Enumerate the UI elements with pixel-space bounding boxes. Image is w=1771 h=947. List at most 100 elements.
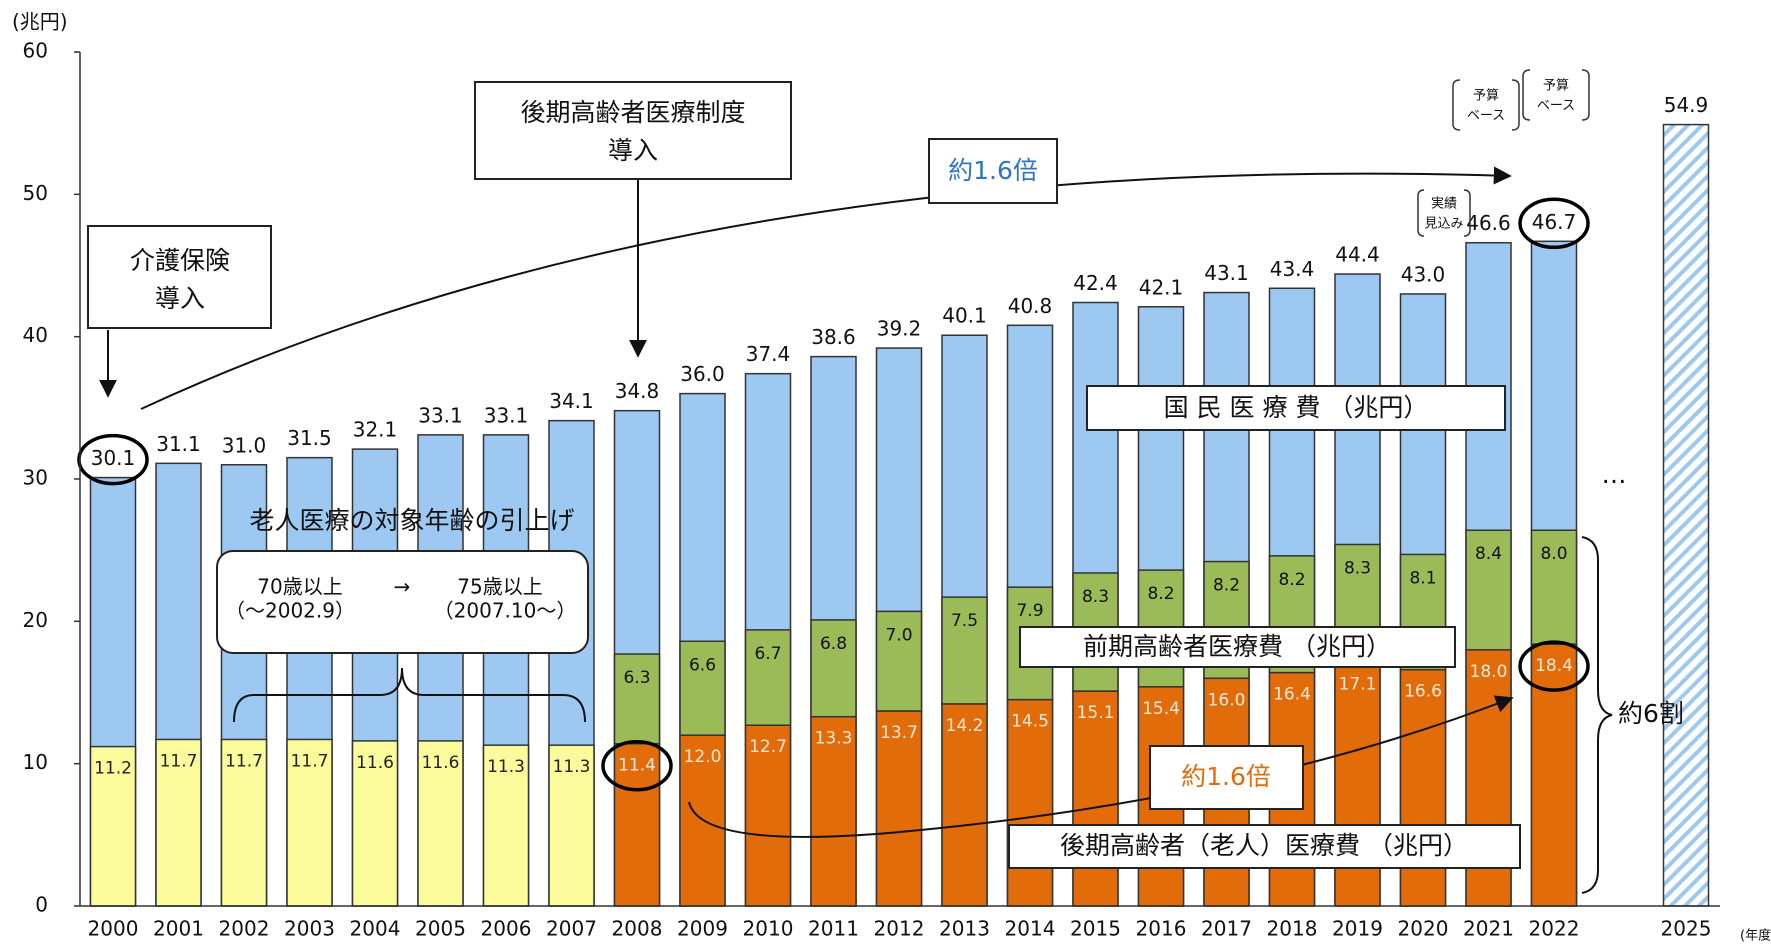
- y-tick-label: 50: [23, 181, 48, 205]
- value-label: 34.1: [549, 389, 594, 413]
- x-tick-label: 2014: [1005, 917, 1056, 941]
- x-tick-label: 2005: [415, 917, 466, 941]
- x-unit: (年度): [1740, 928, 1771, 944]
- series-labels: 国 民 医 療 費 （兆円） 前期高齢者医療費 （兆円） 後期高齢者（老人）医療…: [1008, 385, 1521, 869]
- bar-early-elderly: [679, 640, 726, 736]
- value-label: 11.3: [487, 757, 525, 777]
- value-label: 33.1: [418, 403, 463, 427]
- y-tick-label: 60: [23, 39, 48, 63]
- x-tick-label: 2016: [1136, 917, 1187, 941]
- bar-elderly: [417, 740, 464, 907]
- bar-early-elderly: [744, 629, 792, 726]
- bar-elderly: [1072, 690, 1119, 907]
- value-label: 17.1: [1339, 675, 1377, 695]
- x-tick-label: 2022: [1529, 917, 1580, 941]
- bar-elderly: [351, 740, 399, 907]
- plot-area: 0 10 20 30 40 50 60 2000 30.1 11.2 2001 31.1 11.7 200…: [23, 39, 1720, 941]
- x-tick-label: 2008: [612, 917, 663, 941]
- bracket: [1522, 69, 1590, 121]
- bar-early-elderly: [1530, 529, 1578, 645]
- value-label: 8.4: [1475, 544, 1502, 564]
- bar-elderly: [941, 703, 988, 907]
- x-tick-label: 2015: [1070, 917, 1121, 941]
- x-tick-label: 2013: [939, 917, 990, 941]
- x-tick-label: 2019: [1332, 917, 1383, 941]
- growth-arrow: [688, 695, 1514, 838]
- x-tick-label: 2011: [808, 917, 859, 941]
- y-unit: (兆円): [12, 10, 68, 34]
- value-label: 12.0: [684, 747, 722, 767]
- value-label: 16.0: [1208, 690, 1246, 710]
- ratio-text: 約1.6倍: [948, 156, 1038, 185]
- bar-early-elderly: [1465, 529, 1512, 651]
- value-label: 44.4: [1335, 243, 1380, 267]
- x-tick-label: 2017: [1201, 917, 1252, 941]
- note-text: ベース: [1467, 109, 1505, 124]
- value-label: 15.4: [1142, 699, 1180, 719]
- value-label: 16.6: [1404, 682, 1442, 702]
- bar-elderly: [220, 738, 268, 907]
- value-label: 7.0: [885, 625, 912, 645]
- bar-total: [1662, 123, 1710, 907]
- legend-label: 後期高齢者（老人）医療費 （兆円）: [1060, 831, 1468, 860]
- bar-elderly: [548, 744, 595, 907]
- bar-early-elderly: [810, 619, 857, 718]
- value-label: 8.1: [1409, 568, 1436, 588]
- x-tick-label: 2001: [153, 917, 204, 941]
- value-label: 38.6: [811, 325, 856, 349]
- y-tick-label: 20: [23, 608, 48, 632]
- bar-elderly: [482, 744, 530, 907]
- bar-elderly: [1334, 661, 1381, 907]
- annotations: (兆円) (年度) 介護保険 導入 後期高齢者医療制度 導入 約1.6倍 約1.…: [12, 10, 1771, 944]
- bracket: [1417, 189, 1471, 237]
- note-text: 後期高齢者医療制度: [520, 98, 745, 127]
- note-box: [87, 225, 272, 329]
- bar-early-elderly: [613, 653, 661, 745]
- x-tick-label: 2004: [350, 917, 401, 941]
- bar-elderly: [1530, 643, 1578, 907]
- x-tick-label: 2009: [677, 917, 728, 941]
- note-text: →: [394, 575, 411, 599]
- growth-arrow: [140, 166, 1512, 410]
- value-label: 13.3: [815, 729, 853, 749]
- value-label: 43.1: [1204, 261, 1249, 285]
- ellipsis: …: [1602, 460, 1627, 489]
- note-text: 約6割: [1618, 699, 1684, 728]
- value-label: 16.4: [1273, 685, 1311, 705]
- note-text: 予算: [1543, 79, 1569, 94]
- value-label: 18.0: [1470, 662, 1508, 682]
- bar-elderly: [89, 745, 137, 907]
- legend-box: [1008, 824, 1521, 869]
- x-tick-label: 2006: [481, 917, 532, 941]
- highlight-ring: [601, 739, 673, 792]
- x-tick-label: 2010: [743, 917, 794, 941]
- value-label: 8.3: [1082, 587, 1109, 607]
- value-label: 13.7: [880, 723, 918, 743]
- bar-elderly: [810, 715, 857, 907]
- value-label: 7.9: [1016, 601, 1043, 621]
- value-label: 37.4: [746, 342, 791, 366]
- value-label: 11.4: [618, 756, 656, 776]
- value-label: 36.0: [680, 362, 725, 386]
- value-label: 14.2: [946, 716, 984, 736]
- bar-elderly: [613, 742, 661, 907]
- note-box: [474, 81, 792, 180]
- value-label: 7.5: [951, 611, 978, 631]
- legend-box: [1019, 626, 1456, 668]
- note-text: 導入: [608, 136, 658, 165]
- note-text: 見込み: [1424, 217, 1463, 232]
- note-text: 実績: [1431, 196, 1457, 212]
- brace: [1581, 536, 1613, 894]
- value-label: 11.2: [94, 759, 132, 779]
- bar-early-elderly: [941, 596, 988, 705]
- value-label: 8.0: [1540, 544, 1567, 564]
- value-label: 6.7: [754, 644, 781, 664]
- note-box: [216, 550, 589, 654]
- highlight-ring: [77, 433, 149, 486]
- value-label: 40.1: [942, 304, 987, 328]
- value-label: 46.6: [1466, 211, 1511, 235]
- value-label: 11.6: [422, 753, 460, 773]
- ratio-text: 約1.6倍: [1181, 762, 1271, 791]
- value-label: 30.1: [91, 446, 136, 470]
- highlight-ring: [1518, 640, 1590, 692]
